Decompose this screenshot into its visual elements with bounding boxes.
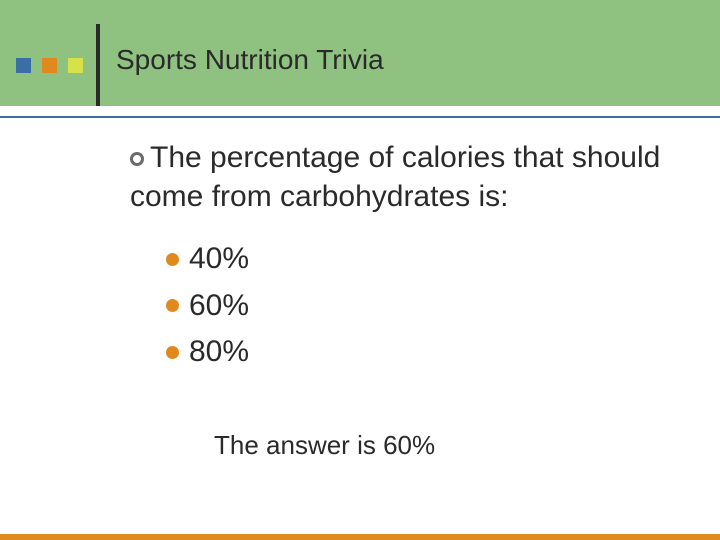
accent-square-1 xyxy=(16,58,31,73)
ring-bullet-icon xyxy=(130,152,144,166)
option-item: 40% xyxy=(166,236,690,283)
options-list: 40% 60% 80% xyxy=(166,236,690,376)
accent-square-2 xyxy=(42,58,57,73)
footer-accent-bar xyxy=(0,534,720,540)
option-label: 40% xyxy=(189,236,249,283)
content-area: The percentage of calories that should c… xyxy=(130,138,690,376)
option-item: 80% xyxy=(166,329,690,376)
dot-bullet-icon xyxy=(166,299,179,312)
title-vertical-rule xyxy=(96,24,100,106)
answer-text: The answer is 60% xyxy=(214,430,435,461)
option-item: 60% xyxy=(166,283,690,330)
dot-bullet-icon xyxy=(166,346,179,359)
page-title: Sports Nutrition Trivia xyxy=(116,44,384,76)
option-label: 60% xyxy=(189,283,249,330)
question-text: The percentage of calories that should c… xyxy=(130,138,690,216)
option-label: 80% xyxy=(189,329,249,376)
question-label: The percentage of calories that should c… xyxy=(130,141,660,213)
horizontal-divider xyxy=(0,116,720,118)
dot-bullet-icon xyxy=(166,253,179,266)
accent-square-3 xyxy=(68,58,83,73)
